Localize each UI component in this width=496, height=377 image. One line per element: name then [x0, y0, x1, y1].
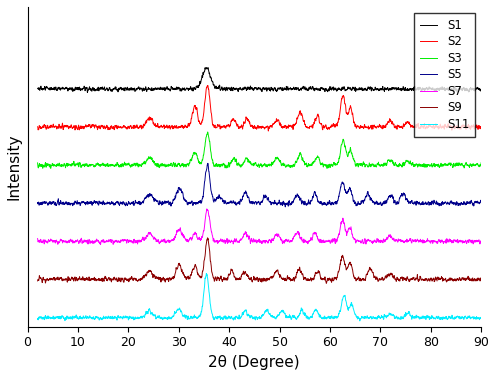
- S7: [205, 208, 211, 213]
- S7: [422, 239, 428, 244]
- S1: [205, 66, 211, 70]
- S9: [204, 236, 210, 240]
- S3: [478, 161, 484, 165]
- S3: [112, 164, 118, 169]
- S11: [85, 315, 91, 319]
- S3: [224, 164, 230, 169]
- S5: [282, 205, 288, 209]
- S9: [205, 237, 211, 242]
- S2: [35, 124, 41, 129]
- S5: [478, 199, 484, 203]
- S5: [35, 201, 41, 206]
- S7: [112, 239, 118, 244]
- S1: [112, 86, 118, 91]
- S9: [112, 275, 118, 279]
- Line: S2: S2: [38, 86, 481, 131]
- S7: [478, 239, 484, 243]
- S3: [470, 162, 476, 167]
- S2: [470, 124, 476, 129]
- S9: [224, 278, 230, 283]
- S5: [112, 202, 118, 206]
- S2: [265, 129, 271, 133]
- S3: [205, 130, 211, 134]
- S9: [35, 279, 41, 283]
- S1: [35, 86, 41, 90]
- Line: S1: S1: [38, 67, 481, 92]
- Y-axis label: Intensity: Intensity: [7, 133, 22, 200]
- S9: [85, 278, 91, 283]
- S7: [470, 240, 476, 244]
- Legend: S1, S2, S3, S5, S7, S9, S11: S1, S2, S3, S5, S7, S9, S11: [414, 13, 475, 137]
- S7: [85, 241, 91, 246]
- S11: [205, 277, 211, 282]
- S11: [357, 319, 363, 323]
- S3: [205, 130, 211, 135]
- S11: [478, 315, 484, 320]
- S1: [422, 87, 428, 92]
- S7: [204, 207, 210, 211]
- S2: [224, 123, 230, 127]
- Line: S11: S11: [38, 273, 481, 321]
- S2: [422, 125, 428, 130]
- S7: [224, 238, 230, 242]
- S7: [35, 236, 41, 241]
- S7: [97, 242, 103, 247]
- S9: [470, 276, 476, 280]
- S9: [323, 281, 329, 286]
- S1: [205, 65, 211, 70]
- Line: S3: S3: [38, 132, 481, 169]
- S1: [470, 87, 476, 92]
- S2: [478, 126, 484, 130]
- S2: [112, 126, 118, 131]
- S3: [422, 165, 428, 169]
- S11: [203, 271, 209, 276]
- S5: [422, 201, 428, 206]
- S11: [224, 317, 230, 321]
- S2: [204, 83, 210, 88]
- S2: [85, 124, 91, 128]
- X-axis label: 2θ (Degree): 2θ (Degree): [208, 355, 300, 370]
- Line: S5: S5: [38, 163, 481, 207]
- S1: [84, 90, 90, 95]
- S11: [112, 316, 118, 320]
- S5: [224, 201, 230, 206]
- S2: [205, 83, 211, 88]
- S11: [35, 317, 41, 322]
- S11: [422, 314, 428, 319]
- Line: S9: S9: [38, 238, 481, 284]
- S5: [205, 161, 211, 166]
- S9: [478, 278, 484, 282]
- S5: [470, 203, 476, 207]
- S11: [470, 314, 476, 319]
- S3: [85, 163, 91, 167]
- S1: [224, 87, 230, 91]
- S3: [324, 166, 330, 171]
- S1: [85, 88, 91, 92]
- S3: [35, 161, 41, 165]
- Line: S7: S7: [38, 209, 481, 245]
- S5: [85, 201, 91, 206]
- S9: [422, 277, 428, 282]
- S1: [478, 89, 484, 93]
- S5: [205, 162, 211, 167]
